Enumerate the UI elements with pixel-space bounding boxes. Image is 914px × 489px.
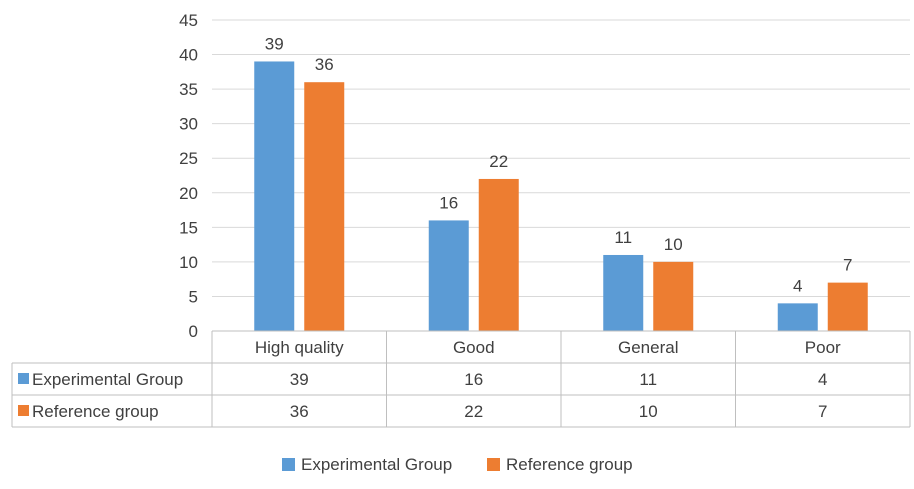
table-cell: 11 [639, 370, 657, 389]
table-cell: 10 [639, 402, 658, 421]
data-table: High quality Good General Poor Experimental … [11, 330, 911, 428]
x-tick-label: High quality [255, 338, 344, 357]
data-label: 4 [793, 276, 802, 295]
y-tick-label: 5 [189, 287, 198, 306]
x-tick-label: General [618, 338, 678, 357]
bar-experimental [254, 61, 295, 331]
y-tick-label: 0 [189, 322, 198, 341]
x-tick-label: Poor [805, 338, 841, 357]
y-axis: 0 5 10 15 20 25 30 35 40 45 [179, 11, 198, 341]
legend-swatch [282, 458, 295, 471]
legend-swatch [487, 458, 500, 471]
data-label: 39 [265, 34, 284, 53]
bar-reference [827, 282, 868, 331]
bar-reference [304, 82, 345, 331]
x-tick-label: Good [453, 338, 495, 357]
legend: Experimental Group Reference group [282, 455, 633, 474]
legend-label: Experimental Group [301, 455, 452, 474]
legend-label: Reference group [506, 455, 633, 474]
bar-experimental [777, 303, 818, 331]
table-legend-key [18, 373, 29, 384]
table-cell: 16 [464, 370, 483, 389]
y-tick-label: 15 [179, 218, 198, 237]
bar-experimental [603, 254, 644, 331]
table-cell: 22 [464, 402, 483, 421]
y-tick-label: 45 [179, 11, 198, 30]
bar-reference [478, 178, 519, 331]
y-tick-label: 40 [179, 46, 198, 65]
bars [254, 61, 868, 331]
table-series-name: Experimental Group [32, 370, 183, 389]
table-legend-key [18, 405, 29, 416]
data-label: 22 [489, 152, 508, 171]
table-cell: 4 [818, 370, 827, 389]
table-cell: 36 [290, 402, 309, 421]
y-tick-label: 25 [179, 149, 198, 168]
table-cell: 39 [290, 370, 309, 389]
data-label: 11 [614, 228, 632, 247]
data-label: 16 [439, 193, 458, 212]
bar-experimental [428, 220, 469, 331]
data-label: 7 [843, 256, 852, 275]
data-label: 10 [664, 235, 683, 254]
bar-reference [653, 261, 694, 331]
table-series-name: Reference group [32, 402, 159, 421]
data-labels: 39 16 11 4 36 22 10 7 [265, 34, 853, 295]
data-label: 36 [315, 55, 334, 74]
y-tick-label: 20 [179, 184, 198, 203]
table-cell: 7 [818, 402, 827, 421]
y-tick-label: 35 [179, 80, 198, 99]
y-tick-label: 10 [179, 253, 198, 272]
y-tick-label: 30 [179, 115, 198, 134]
